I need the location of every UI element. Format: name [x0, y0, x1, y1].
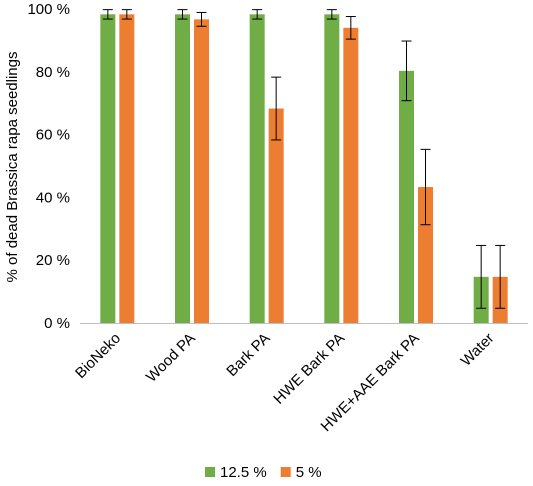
legend: 12.5 % 5 % — [205, 464, 322, 481]
bar — [418, 187, 433, 323]
error-bar — [326, 9, 337, 20]
error-bar — [252, 9, 263, 20]
error-bar — [420, 148, 431, 226]
error-bar — [495, 244, 506, 309]
legend-swatch — [205, 467, 215, 477]
bar — [194, 19, 209, 323]
bar — [324, 14, 340, 323]
legend-item: 5 % — [280, 464, 322, 481]
x-tick-label: Water — [458, 330, 498, 370]
x-tick-label: HWE Bark PA — [270, 330, 348, 408]
bar — [268, 108, 284, 324]
legend-swatch — [280, 467, 291, 477]
y-tick-label: 0 % — [44, 315, 70, 332]
y-tick-label: 80 % — [36, 64, 70, 81]
error-bar — [196, 11, 207, 27]
error-bar — [345, 16, 356, 40]
legend-label: 5 % — [296, 464, 322, 481]
legend-item: 12.5 % — [205, 464, 267, 481]
x-tick-label: BioNeko — [72, 330, 124, 382]
error-bar — [271, 76, 282, 141]
bars — [100, 14, 508, 324]
error-bar — [177, 9, 188, 20]
y-tick-label: 60 % — [36, 127, 70, 144]
error-bar — [401, 40, 412, 102]
legend-label: 12.5 % — [220, 464, 267, 481]
y-axis-ticks: 0 % 20 % 40 % 60 % 80 % 100 % — [27, 1, 70, 332]
error-bars — [102, 9, 506, 309]
error-bar — [102, 9, 113, 20]
x-tick-label: Wood PA — [143, 330, 199, 386]
y-tick-label: 40 % — [36, 189, 70, 206]
bar — [100, 14, 116, 323]
y-axis-title: % of dead Brassica rapa seedlings — [4, 52, 21, 283]
bar — [175, 14, 190, 323]
bar — [343, 27, 359, 324]
bar — [249, 14, 265, 323]
bar — [119, 14, 135, 323]
bar — [399, 70, 414, 323]
x-tick-label: Bark PA — [223, 330, 273, 380]
error-bar — [121, 9, 132, 20]
error-bar — [476, 244, 487, 309]
y-tick-label: 20 % — [36, 252, 70, 269]
y-tick-label: 100 % — [27, 1, 70, 18]
